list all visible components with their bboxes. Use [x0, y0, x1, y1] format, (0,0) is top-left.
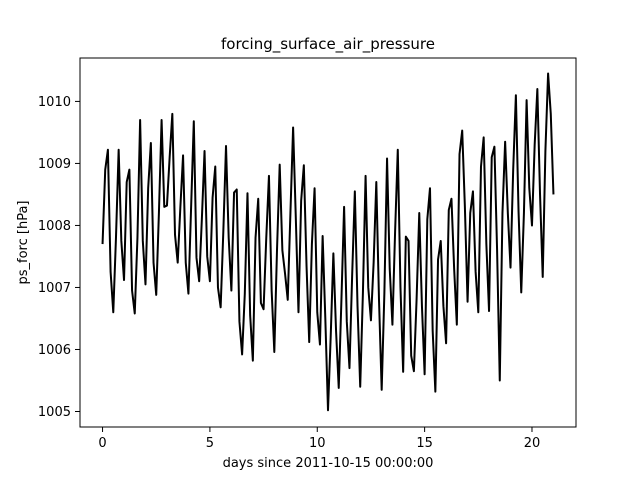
x-tick-label: 20 — [524, 436, 541, 451]
y-axis: 1005 1006 1007 1008 1009 1010 — [38, 95, 80, 420]
y-tick-label: 1008 — [38, 219, 71, 234]
x-tick-label: 5 — [206, 436, 214, 451]
x-tick-label: 15 — [416, 436, 433, 451]
y-tick-label: 1010 — [38, 95, 71, 110]
y-tick-label: 1007 — [38, 281, 71, 296]
plot-area — [79, 57, 577, 428]
y-tick-label: 1009 — [38, 157, 71, 172]
y-axis-label: ps_forc [hPa] — [16, 201, 31, 285]
axes-frame — [79, 57, 577, 428]
series-line — [101, 72, 555, 412]
chart-title: forcing_surface_air_pressure — [221, 35, 435, 54]
x-axis-label: days since 2011-10-15 00:00:00 — [223, 456, 434, 471]
x-axis: 0 5 10 15 20 — [98, 427, 540, 451]
y-tick-label: 1005 — [38, 405, 71, 420]
x-tick-label: 0 — [98, 436, 106, 451]
x-tick-label: 10 — [309, 436, 326, 451]
y-tick-label: 1006 — [38, 343, 71, 358]
